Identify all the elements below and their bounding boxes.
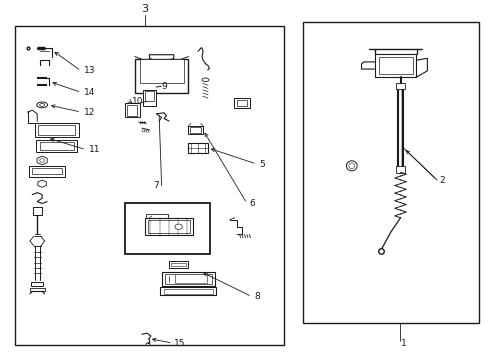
- Bar: [125, 103, 140, 117]
- Bar: [163, 288, 212, 294]
- Ellipse shape: [37, 102, 47, 108]
- Ellipse shape: [44, 144, 50, 148]
- Bar: [40, 142, 74, 150]
- Bar: [31, 282, 43, 286]
- Ellipse shape: [40, 103, 44, 106]
- Text: 14: 14: [83, 88, 95, 97]
- Bar: [168, 261, 188, 267]
- Text: 5: 5: [259, 159, 264, 168]
- Ellipse shape: [168, 69, 178, 76]
- Text: 11: 11: [88, 145, 100, 154]
- Text: 6: 6: [249, 199, 255, 208]
- Bar: [125, 203, 210, 253]
- Text: 13: 13: [83, 66, 95, 75]
- Text: 1: 1: [400, 339, 406, 348]
- Bar: [236, 100, 247, 106]
- Text: 4: 4: [153, 224, 159, 233]
- Bar: [145, 214, 167, 221]
- Bar: [395, 83, 404, 89]
- Bar: [171, 262, 185, 266]
- Ellipse shape: [146, 343, 150, 346]
- Ellipse shape: [387, 62, 397, 69]
- Bar: [144, 218, 193, 235]
- Text: 7: 7: [153, 181, 159, 190]
- Ellipse shape: [348, 163, 354, 169]
- Ellipse shape: [175, 224, 182, 229]
- Text: 12: 12: [83, 108, 95, 117]
- Bar: [374, 54, 415, 77]
- Bar: [39, 125, 75, 135]
- Bar: [15, 26, 283, 345]
- Bar: [127, 105, 137, 116]
- Bar: [32, 168, 61, 174]
- Ellipse shape: [390, 64, 395, 67]
- Ellipse shape: [40, 159, 44, 162]
- Bar: [30, 288, 44, 291]
- Text: 10: 10: [132, 97, 143, 106]
- Ellipse shape: [37, 170, 42, 173]
- Text: 2: 2: [439, 176, 444, 185]
- Ellipse shape: [143, 68, 155, 77]
- Bar: [148, 220, 189, 233]
- Bar: [303, 22, 478, 324]
- Bar: [188, 143, 207, 153]
- Bar: [160, 287, 216, 295]
- Bar: [190, 127, 201, 133]
- Bar: [29, 166, 65, 176]
- Bar: [378, 57, 412, 75]
- Text: 8: 8: [254, 292, 260, 301]
- Bar: [395, 166, 405, 173]
- Text: 9: 9: [161, 82, 167, 91]
- Bar: [144, 91, 154, 101]
- Ellipse shape: [346, 161, 356, 171]
- Bar: [33, 207, 41, 215]
- Bar: [175, 274, 206, 283]
- Bar: [165, 274, 211, 284]
- Bar: [234, 98, 249, 108]
- Bar: [161, 271, 215, 286]
- Bar: [140, 59, 183, 82]
- Bar: [142, 90, 156, 106]
- Ellipse shape: [202, 78, 208, 82]
- Bar: [188, 126, 203, 135]
- Text: 3: 3: [141, 4, 148, 14]
- Bar: [35, 123, 79, 137]
- Bar: [36, 140, 77, 152]
- Bar: [135, 59, 188, 93]
- Text: 15: 15: [173, 339, 185, 348]
- Ellipse shape: [176, 263, 180, 266]
